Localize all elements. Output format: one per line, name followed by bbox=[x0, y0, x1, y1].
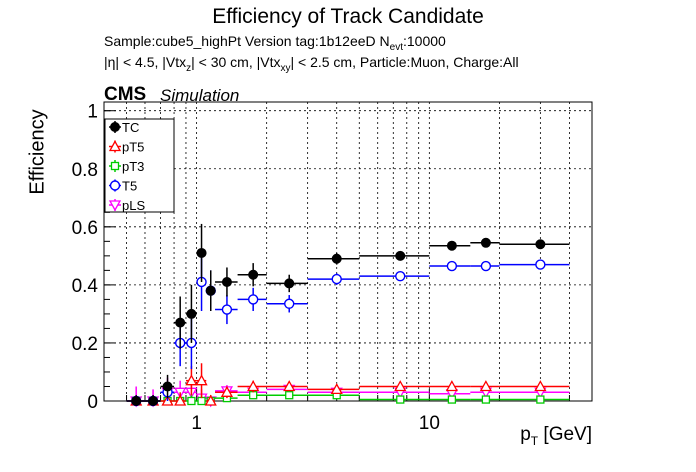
series-tc bbox=[126, 223, 570, 406]
x-axis-label-p: p bbox=[520, 424, 531, 445]
cuts-part-a: |η| < 4.5, |Vtx bbox=[104, 54, 187, 70]
simulation-label: Simulation bbox=[160, 86, 240, 105]
legend-marker-pls bbox=[108, 200, 122, 212]
legend-marker-pt5 bbox=[108, 140, 122, 152]
legend: TC pT5 pT3 T5 pLS bbox=[104, 118, 175, 213]
series-pt5-point bbox=[534, 380, 547, 392]
legend-label-t5: T5 bbox=[122, 179, 137, 194]
series-tc-point bbox=[480, 237, 491, 248]
series-tc-point bbox=[148, 396, 159, 406]
series-tc-point bbox=[196, 247, 207, 258]
series-pt5-point bbox=[195, 374, 208, 386]
legend-label-pt5: pT5 bbox=[122, 140, 144, 155]
nevt-subscript: evt bbox=[389, 41, 403, 53]
legend-label-pt3: pT3 bbox=[122, 159, 144, 174]
y-tick-label: 0.8 bbox=[72, 160, 98, 181]
series-tc-point bbox=[248, 269, 259, 280]
nevt-value: :10000 bbox=[402, 33, 446, 49]
legend-label-tc: TC bbox=[122, 120, 139, 135]
series-tc-point bbox=[131, 396, 142, 406]
cms-label: CMS bbox=[104, 84, 147, 105]
selection-cuts-line: |η| < 4.5, |Vtxz| < 30 cm, |Vtxxy| < 2.5… bbox=[104, 54, 519, 74]
legend-marker-tc bbox=[110, 122, 120, 132]
cuts-part-c: | < 2.5 cm, Particle:Muon, Charge:All bbox=[290, 54, 519, 70]
x-tick-label: 1 bbox=[191, 413, 202, 434]
vtx-z-subscript: z bbox=[186, 62, 192, 74]
series-tc-point bbox=[186, 308, 197, 319]
series-pt5-point bbox=[394, 380, 407, 392]
x-axis-label: pT [GeV] bbox=[520, 424, 592, 448]
series-pt5-point bbox=[330, 383, 343, 395]
series-tc-point bbox=[284, 278, 295, 289]
x-axis-label-unit: [GeV] bbox=[538, 424, 592, 445]
legend-label-pls: pLS bbox=[122, 198, 145, 213]
series-t5-point bbox=[247, 294, 259, 305]
series-t5-point bbox=[446, 260, 458, 272]
series-pt3-point bbox=[197, 396, 206, 406]
series-tc-point bbox=[331, 253, 342, 264]
y-tick-label: 1 bbox=[87, 102, 98, 123]
series-pt5-point bbox=[479, 380, 492, 392]
series-pt3-point bbox=[481, 395, 491, 404]
series-pt5-point bbox=[247, 380, 260, 392]
cuts-part-b: | < 30 cm, |Vtx bbox=[191, 54, 281, 70]
series-t5-point bbox=[395, 270, 406, 282]
series-tc-point bbox=[221, 276, 232, 287]
series-tc-point bbox=[162, 381, 173, 392]
series-t5-point bbox=[221, 304, 233, 315]
y-tick-label: 0.4 bbox=[72, 276, 99, 297]
series-t5-point bbox=[331, 273, 342, 285]
y-tick-label: 0.6 bbox=[72, 218, 98, 239]
chart-title: Efficiency of Track Candidate bbox=[212, 5, 484, 28]
x-tick-label: 10 bbox=[419, 413, 440, 434]
series-pt3-point bbox=[447, 395, 457, 404]
series-pt3-point bbox=[187, 396, 196, 406]
series-pt5-point bbox=[204, 394, 217, 406]
y-tick-label: 0.2 bbox=[72, 334, 98, 355]
y-tick-label: 0 bbox=[87, 392, 98, 413]
sample-info-line: Sample:cube5_highPt Version tag:1b12eeD … bbox=[104, 33, 446, 53]
series-pt5-point bbox=[220, 385, 234, 397]
series-t5-point bbox=[284, 298, 295, 309]
x-axis-label-subscript: T bbox=[530, 433, 539, 448]
series-pt3-point bbox=[396, 395, 405, 404]
series-t5-point bbox=[480, 260, 492, 272]
series-t5-point bbox=[535, 259, 546, 270]
series-tc-point bbox=[395, 250, 406, 261]
series-tc-point bbox=[535, 239, 546, 250]
series-pt5-point bbox=[174, 394, 187, 406]
series-pt5-point bbox=[185, 374, 198, 386]
series-pt3-point bbox=[536, 395, 545, 404]
series-tc-point bbox=[205, 285, 216, 296]
series-pt5-point bbox=[283, 380, 296, 392]
series-tc-point bbox=[446, 240, 457, 251]
series-pt3-point bbox=[285, 391, 294, 400]
series-tc-point bbox=[175, 317, 186, 328]
series-pt5-point bbox=[445, 380, 458, 392]
sample-text: Sample:cube5_highPt Version tag:1b12eeD … bbox=[104, 33, 390, 49]
vtx-xy-subscript: xy bbox=[280, 62, 291, 74]
legend-marker-t5 bbox=[109, 180, 121, 191]
plot-frame bbox=[103, 101, 593, 402]
legend-marker-pt3 bbox=[110, 161, 120, 171]
series-pt3-point bbox=[249, 391, 258, 400]
